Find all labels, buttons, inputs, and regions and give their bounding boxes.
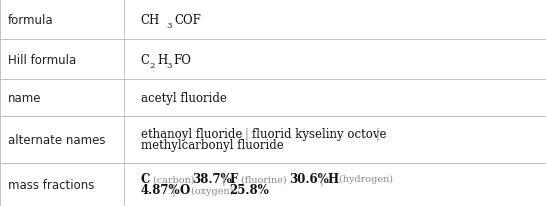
Text: |: | [376,128,379,140]
Text: 30.6%: 30.6% [289,172,329,185]
Text: |: | [171,184,175,197]
Text: |: | [319,172,323,185]
Text: CH: CH [141,14,160,27]
Text: 2: 2 [150,62,155,69]
Text: H: H [157,53,168,66]
Text: alternate names: alternate names [8,133,106,146]
Text: methylcarbonyl fluoride: methylcarbonyl fluoride [141,139,283,152]
Text: (fluorine): (fluorine) [238,174,290,183]
Text: acetyl fluoride: acetyl fluoride [141,91,227,104]
Text: (oxygen): (oxygen) [188,185,236,195]
Text: 4.87%: 4.87% [141,184,181,197]
Text: 3: 3 [166,62,171,69]
Text: F: F [229,172,238,185]
Text: name: name [8,91,41,104]
Text: H: H [327,172,338,185]
Text: formula: formula [8,14,54,27]
Text: fluorid kyseliny octove: fluorid kyseliny octove [252,128,386,140]
Text: COF: COF [174,14,201,27]
Text: O: O [179,184,189,197]
Text: 38.7%: 38.7% [192,172,232,185]
Text: C: C [141,53,150,66]
Text: (hydrogen): (hydrogen) [336,174,393,183]
Text: |: | [222,172,225,185]
Text: ethanoyl fluoride: ethanoyl fluoride [141,128,242,140]
Text: mass fractions: mass fractions [8,178,94,191]
Text: (carbon): (carbon) [150,174,197,183]
Text: |: | [245,128,248,140]
Text: 25.8%: 25.8% [229,184,269,197]
Text: FO: FO [174,53,192,66]
Text: 3: 3 [166,22,171,30]
Text: C: C [141,172,150,185]
Text: Hill formula: Hill formula [8,53,76,66]
